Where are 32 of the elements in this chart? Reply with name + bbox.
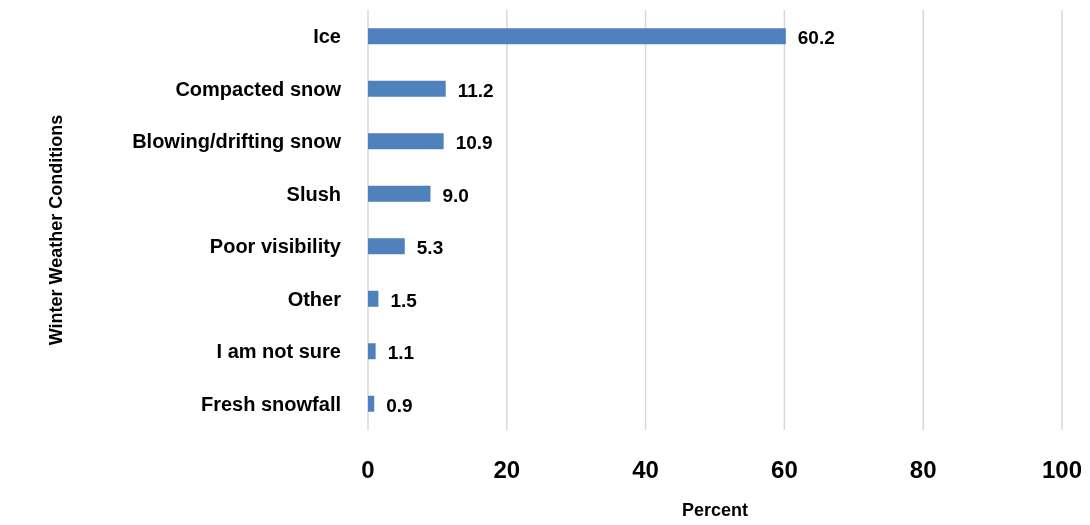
data-label: 0.9	[386, 394, 413, 416]
bar	[368, 395, 375, 412]
data-label: 11.2	[457, 79, 494, 101]
x-tick-label: 100	[1041, 456, 1083, 483]
bar	[368, 343, 376, 360]
x-tick-label: 0	[361, 456, 375, 483]
y-tick-label: Slush	[286, 182, 341, 205]
y-tick-label: Other	[287, 287, 342, 310]
y-tick-label: I am not sure	[216, 340, 341, 363]
bar	[368, 185, 431, 202]
y-tick-label: Blowing/drifting snow	[132, 130, 342, 153]
bar	[368, 238, 405, 255]
bar	[368, 28, 786, 45]
y-axis-title: Winter Weather Conditions	[46, 114, 66, 346]
data-label: 5.3	[416, 237, 444, 259]
data-label: 9.0	[442, 184, 469, 206]
x-axis-title: Percent	[681, 500, 749, 520]
x-tick-label: 40	[632, 456, 659, 483]
y-tick-label: Poor visibility	[209, 235, 342, 258]
bar	[368, 133, 444, 150]
x-tick-label: 20	[493, 456, 521, 483]
y-tick-label: Ice	[313, 25, 341, 48]
x-tick-label: 80	[909, 456, 937, 483]
x-tick-label: 60	[771, 456, 798, 483]
y-tick-label: Fresh snowfall	[200, 392, 341, 415]
bar	[368, 290, 379, 307]
data-label: 10.9	[455, 132, 493, 154]
data-label: 60.2	[797, 27, 835, 49]
data-label: 1.5	[390, 289, 418, 311]
bar	[368, 80, 446, 97]
data-label: 1.1	[387, 342, 415, 364]
y-tick-label: Compacted snow	[175, 77, 342, 100]
